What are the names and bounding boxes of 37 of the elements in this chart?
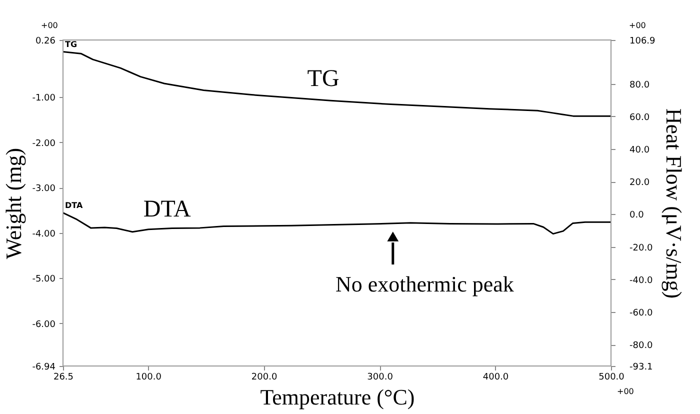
y-tick-label: 0.26 <box>35 36 56 46</box>
y-tick-label: -1.00 <box>32 94 56 104</box>
x-tick-label: 400.0 <box>482 372 509 382</box>
y-tick-label: -6.94 <box>32 362 56 372</box>
y2-axis-title: Heat Flow (μV·s/mg) <box>661 108 686 299</box>
x-tick-label: 300.0 <box>367 372 394 382</box>
y2-tick-label: 40.0 <box>630 146 650 156</box>
y-tick-label: -2.00 <box>32 138 56 149</box>
line-series <box>62 51 612 117</box>
x-tick-label: 100.0 <box>136 372 162 382</box>
y-tick-label: -5.00 <box>32 274 56 285</box>
y2-tick-label: 60.0 <box>630 112 650 123</box>
y2-tick-label: -93.1 <box>630 362 653 372</box>
x-tick-label: 26.5 <box>53 372 74 382</box>
text: +00 <box>617 387 634 396</box>
x-tick-label: 200.0 <box>251 372 278 382</box>
y2-tick-label: -20.0 <box>630 243 654 254</box>
y2-tick-label: -80.0 <box>630 341 654 352</box>
x-tick-label: 500.0 <box>598 372 625 382</box>
y2-tick-label: 20.0 <box>630 178 650 188</box>
x-axis-title: Temperature (°C) <box>260 384 415 410</box>
y2-tick-label: 0.0 <box>630 210 644 221</box>
series-label: DTA <box>65 200 84 210</box>
series-label: TG <box>65 40 78 49</box>
annotation: DTA <box>143 196 192 223</box>
y-tick-label: -4.00 <box>32 229 56 240</box>
y2-tick-label: -40.0 <box>630 276 654 286</box>
y2-tick-label: 80.0 <box>630 80 650 90</box>
annotation: No exothermic peak <box>335 272 514 296</box>
text: +00 <box>629 21 646 30</box>
y2-tick-label: 106.9 <box>630 36 656 46</box>
y-tick-label: -6.00 <box>32 320 56 330</box>
y-axis-title: Weight (mg) <box>1 148 26 260</box>
y2-tick-label: -60.0 <box>630 308 654 319</box>
y-tick-label: -3.00 <box>32 184 56 194</box>
text: +00 <box>41 21 58 30</box>
annotation: TG <box>307 66 340 92</box>
